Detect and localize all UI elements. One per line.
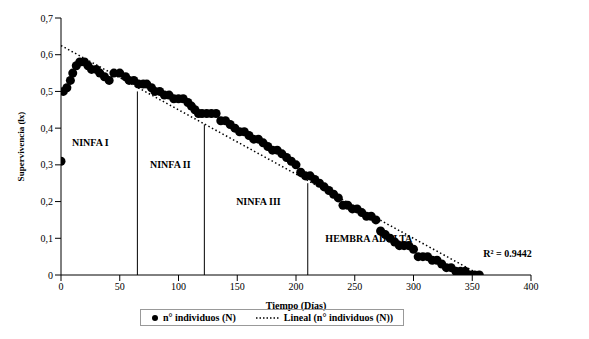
svg-text:0,1: 0,1	[41, 233, 54, 244]
svg-text:50: 50	[115, 281, 125, 292]
svg-text:0,7: 0,7	[41, 13, 54, 24]
svg-text:Tiempo (Días): Tiempo (Días)	[266, 300, 327, 312]
svg-text:HEMBRA ADULTA: HEMBRA ADULTA	[325, 233, 413, 244]
svg-text:0,3: 0,3	[41, 159, 54, 170]
svg-text:0,4: 0,4	[41, 123, 54, 134]
svg-text:400: 400	[524, 281, 539, 292]
svg-text:200: 200	[289, 281, 304, 292]
svg-text:0,5: 0,5	[41, 86, 54, 97]
html-text:Lineal (n° individuos (N)): Lineal (n° individuos (N))	[283, 312, 394, 323]
html-text:n° individuos (N): n° individuos (N)	[162, 312, 236, 323]
svg-text:NINFA III: NINFA III	[236, 196, 281, 207]
svg-text:250: 250	[347, 281, 362, 292]
svg-text:Supervivencia (lx): Supervivencia (lx)	[16, 112, 26, 182]
svg-text:0: 0	[59, 281, 64, 292]
svg-text:NINFA II: NINFA II	[150, 159, 191, 170]
svg-text:150: 150	[230, 281, 245, 292]
svg-text:0,6: 0,6	[41, 49, 54, 60]
svg-text:0,2: 0,2	[41, 196, 54, 207]
svg-text:NINFA I: NINFA I	[72, 137, 109, 148]
svg-text:R² = 0.9442: R² = 0.9442	[483, 248, 531, 259]
svg-text:300: 300	[406, 281, 421, 292]
svg-text:350: 350	[465, 281, 480, 292]
svg-text:100: 100	[171, 281, 186, 292]
svg-text:0: 0	[48, 270, 53, 281]
